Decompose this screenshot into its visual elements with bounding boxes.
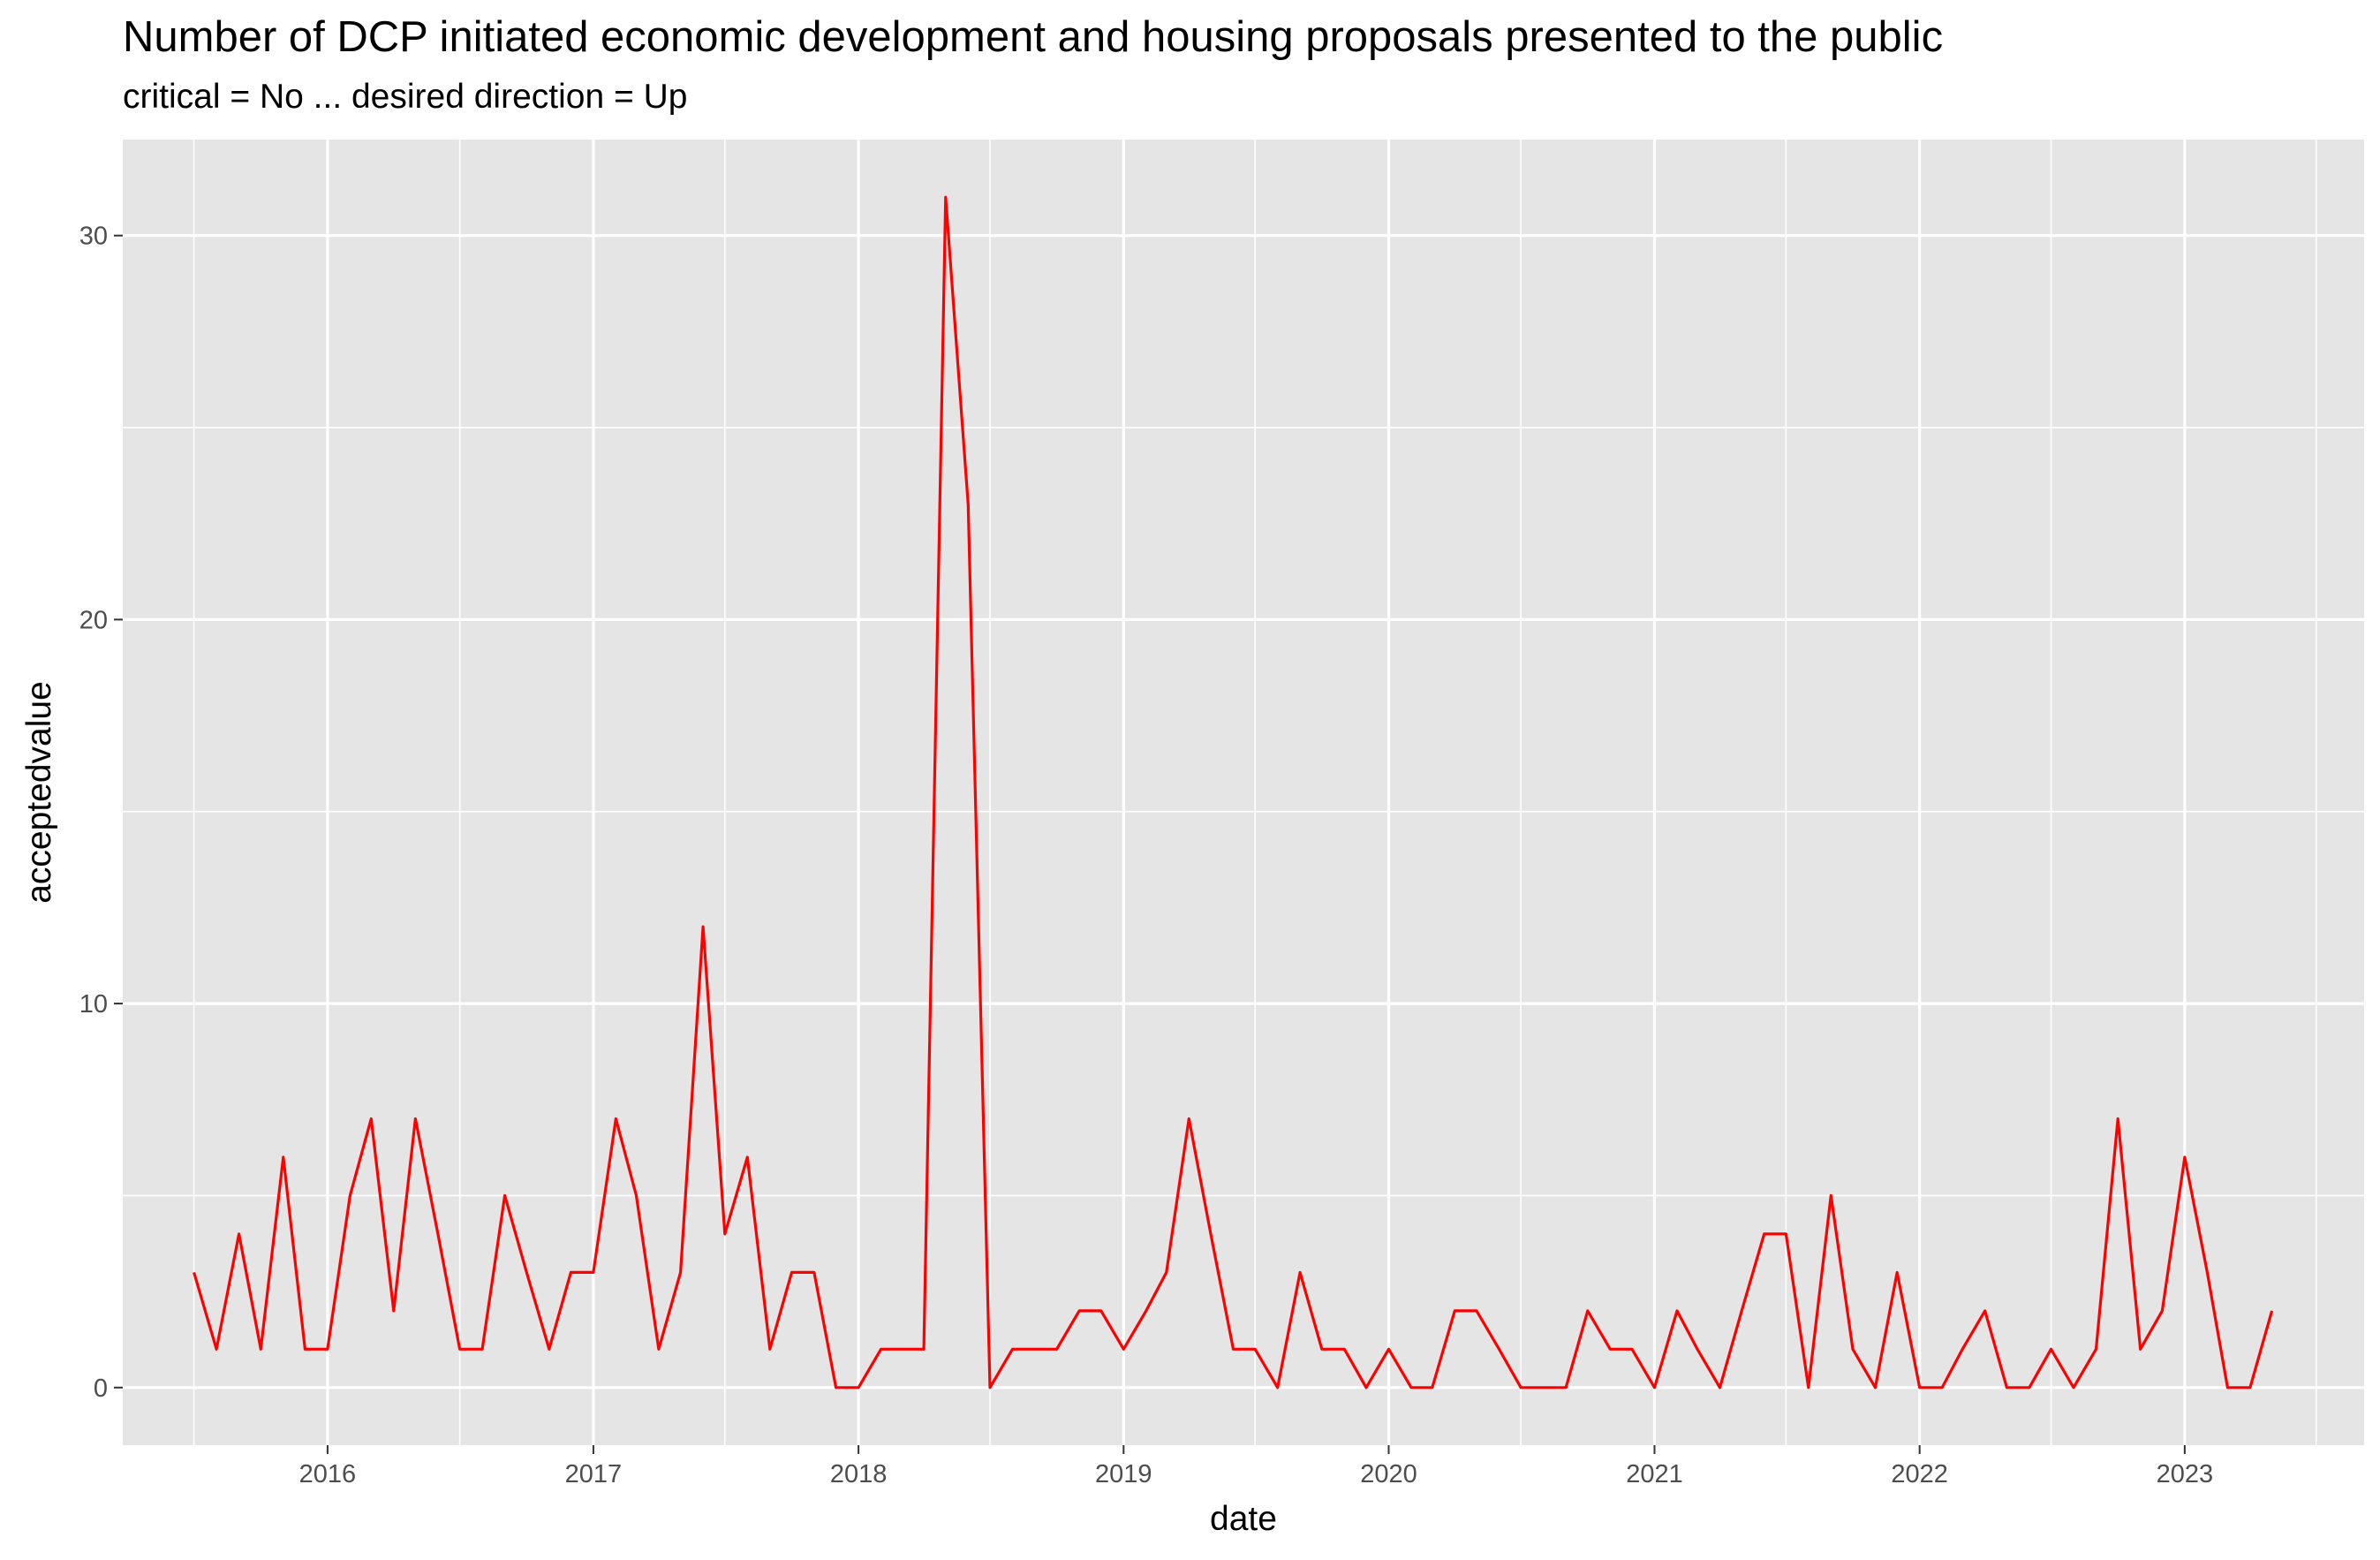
x-tick-label: 2023: [2157, 1460, 2214, 1488]
series-line: [193, 195, 2274, 1390]
x-tick-label: 2019: [1095, 1460, 1152, 1488]
chart-subtitle: critical = No ... desired direction = Up: [123, 78, 688, 116]
x-axis-title: date: [1210, 1500, 1277, 1538]
plot-panel: [123, 140, 2364, 1445]
y-tick-label: 0: [94, 1374, 108, 1403]
major-gridlines-x: [326, 140, 2187, 1445]
y-axis-ticks: 0 10 20 30: [79, 223, 123, 1403]
x-tick-label: 2021: [1626, 1460, 1683, 1488]
x-tick-label: 2017: [565, 1460, 623, 1488]
x-tick-label: 2018: [830, 1460, 888, 1488]
x-axis-ticks: 2016 2017 2018 2019 2020 2021 2022 2023: [299, 1445, 2213, 1488]
minor-gridlines-x: [193, 140, 2317, 1445]
y-tick-label: 20: [79, 606, 108, 634]
y-tick-label: 30: [79, 223, 108, 251]
major-gridlines-y: [123, 234, 2364, 1390]
y-tick-label: 10: [79, 990, 108, 1019]
y-axis-title: acceptedvalue: [20, 681, 58, 904]
minor-gridlines-y: [123, 427, 2364, 1197]
x-tick-label: 2016: [299, 1460, 357, 1488]
x-tick-label: 2022: [1891, 1460, 1948, 1488]
chart-title: Number of DCP initiated economic develop…: [123, 13, 1944, 61]
x-tick-label: 2020: [1360, 1460, 1417, 1488]
